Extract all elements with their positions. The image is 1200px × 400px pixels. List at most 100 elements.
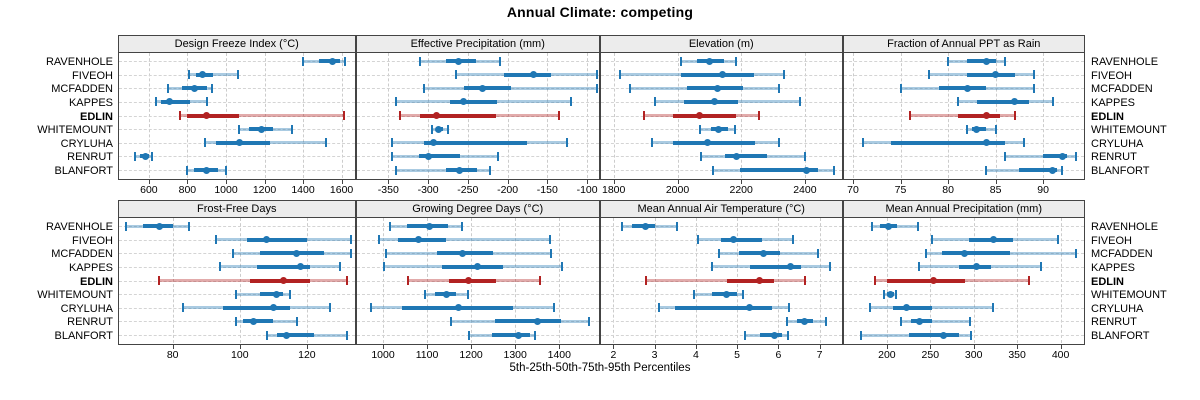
site-label-blanfort: BLANFORT bbox=[54, 165, 113, 177]
axis-tick-label: 300 bbox=[964, 349, 983, 361]
median-dot bbox=[885, 222, 893, 230]
axis-tick bbox=[741, 180, 743, 184]
percentile-band-inner bbox=[450, 99, 498, 104]
site-label-ravenhole: RAVENHOLE bbox=[1091, 221, 1159, 233]
site-label-whitemount: WHITEMOUNT bbox=[37, 124, 113, 137]
gridline-h bbox=[356, 335, 599, 336]
whisker-cap bbox=[873, 276, 876, 285]
axis-tick-label: 70 bbox=[847, 184, 859, 196]
gridline-h bbox=[119, 280, 355, 282]
axis-tick-label: -150 bbox=[536, 184, 558, 196]
percentile-band-inner bbox=[749, 264, 802, 269]
percentile-band-outer bbox=[646, 279, 806, 282]
median-dot bbox=[696, 112, 704, 119]
whisker-cap bbox=[1023, 138, 1026, 148]
percentile-band-inner bbox=[246, 237, 307, 242]
whisker-cap bbox=[742, 289, 745, 299]
panel-strip-fraction-of-annual-ppt-as-rain: Fraction of Annual PPT as Rain bbox=[842, 35, 1085, 53]
whisker-cap bbox=[1075, 248, 1078, 258]
whisker-cap bbox=[1032, 83, 1035, 93]
site-label-edlin: EDLIN bbox=[80, 110, 113, 123]
median-dot bbox=[787, 263, 795, 271]
percentile-band-inner bbox=[967, 72, 1015, 77]
axis-tick-label: 350 bbox=[1008, 349, 1026, 361]
percentile-band-inner bbox=[957, 113, 1001, 118]
whisker-cap bbox=[899, 316, 902, 326]
axis-tick-label: 1100 bbox=[415, 349, 439, 361]
whisker-cap bbox=[423, 83, 426, 93]
median-dot bbox=[263, 236, 271, 244]
whisker-cap bbox=[645, 276, 648, 285]
axis-tick-label: 800 bbox=[178, 184, 197, 196]
site-label-ravenhole: RAVENHOLE bbox=[45, 56, 113, 68]
whisker-cap bbox=[871, 221, 874, 231]
median-dot bbox=[803, 166, 810, 174]
gridline-h bbox=[843, 226, 1084, 227]
median-dot bbox=[963, 84, 971, 92]
whisker-cap bbox=[786, 330, 789, 340]
whisker-cap bbox=[744, 330, 747, 340]
whisker-cap bbox=[596, 83, 599, 93]
whisker-cap bbox=[778, 83, 781, 93]
whisker-cap bbox=[134, 151, 137, 161]
axis-tick bbox=[1043, 180, 1045, 184]
whisker-cap bbox=[302, 56, 304, 66]
site-label-mcfadden: MCFADDEN bbox=[51, 248, 113, 261]
whisker-cap bbox=[700, 151, 703, 161]
median-dot bbox=[190, 84, 198, 92]
whisker-cap bbox=[232, 248, 235, 258]
axis-tick-label: 80 bbox=[166, 349, 179, 361]
whisker-cap bbox=[757, 111, 760, 120]
whisker-cap bbox=[154, 97, 157, 107]
gridline-h bbox=[119, 266, 355, 268]
percentile-band-inner bbox=[442, 264, 503, 269]
percentile-band-inner bbox=[448, 278, 497, 283]
median-dot bbox=[960, 249, 968, 257]
percentile-band-inner bbox=[256, 264, 311, 269]
whisker-cap bbox=[539, 276, 542, 285]
percentile-band-inner bbox=[893, 305, 933, 310]
whisker-cap bbox=[450, 316, 453, 326]
gridline-h bbox=[843, 239, 1084, 241]
percentile-band-inner bbox=[259, 292, 284, 297]
median-dot bbox=[760, 249, 768, 257]
whisker-cap bbox=[454, 70, 457, 80]
gridline-h bbox=[601, 226, 842, 227]
site-label-fiveoh: FIVEOH bbox=[1091, 234, 1132, 247]
percentile-band-inner bbox=[675, 305, 773, 310]
median-dot bbox=[474, 263, 482, 271]
whisker-cap bbox=[150, 151, 153, 161]
site-label-edlin: EDLIN bbox=[80, 275, 113, 288]
whisker-cap bbox=[735, 56, 738, 66]
median-dot bbox=[705, 57, 713, 65]
whisker-cap bbox=[859, 330, 862, 340]
axis-tick-label: 6 bbox=[775, 349, 782, 361]
whisker-cap bbox=[534, 330, 537, 340]
axis-tick-label: 2200 bbox=[729, 184, 753, 196]
whisker-cap bbox=[643, 111, 645, 120]
panel-title: Frost-Free Days bbox=[197, 203, 277, 215]
whisker-cap bbox=[969, 316, 972, 326]
gridline-h bbox=[356, 129, 599, 131]
axis-tick-label: -100 bbox=[576, 184, 598, 196]
whisker-cap bbox=[346, 330, 349, 340]
percentile-band-inner bbox=[938, 86, 987, 91]
gridline-h bbox=[356, 321, 599, 323]
axis-tick-label: 400 bbox=[1051, 349, 1070, 361]
whisker-cap bbox=[124, 221, 127, 231]
whisker-cap bbox=[832, 165, 835, 175]
percentile-band-inner bbox=[1019, 168, 1058, 172]
percentile-band-inner bbox=[726, 278, 775, 283]
median-dot bbox=[478, 84, 486, 92]
whisker-cap bbox=[1039, 262, 1042, 272]
median-dot bbox=[533, 317, 541, 325]
axis-tick bbox=[547, 180, 549, 184]
axis-tick-label: 1400 bbox=[547, 349, 571, 361]
panel-plot-growing-degree-days-c bbox=[355, 218, 600, 345]
whisker-cap bbox=[235, 316, 238, 326]
whisker-cap bbox=[628, 83, 631, 93]
gridline-h bbox=[356, 170, 599, 171]
axis-tick bbox=[226, 180, 227, 184]
percentile-band-inner bbox=[739, 168, 818, 172]
median-dot bbox=[732, 152, 740, 160]
